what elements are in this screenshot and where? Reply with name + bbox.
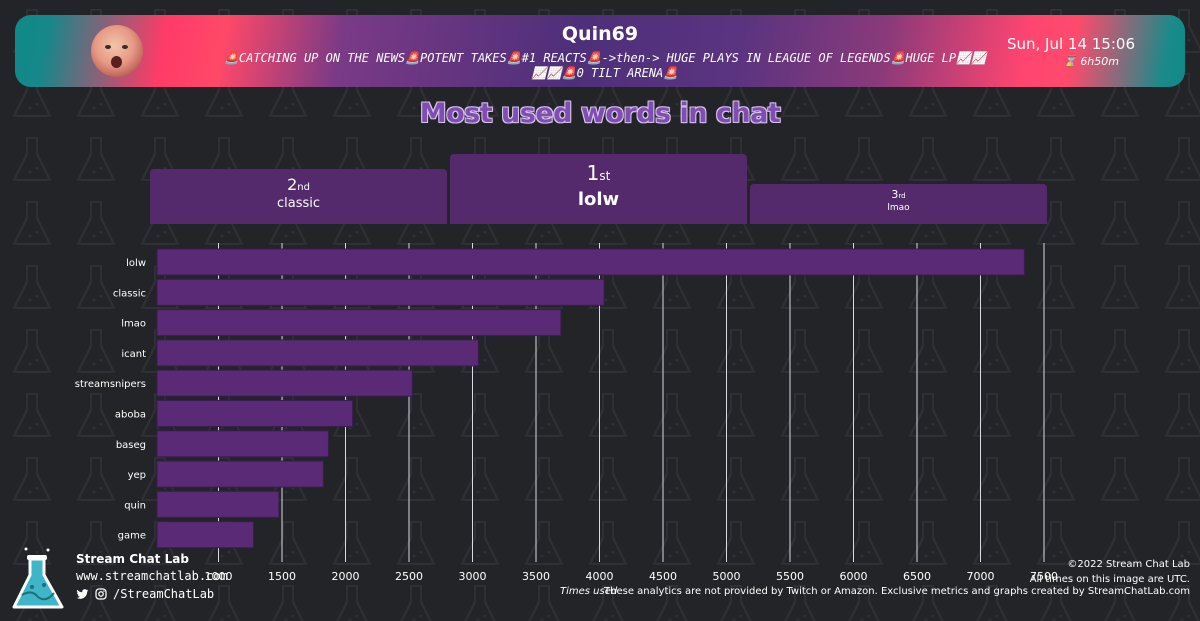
bar (156, 490, 280, 518)
podium-first-word: lolw (577, 189, 620, 210)
y-tick-label: classic (113, 288, 146, 299)
x-tick-label: 6500 (903, 570, 931, 583)
podium-second-word: classic (276, 196, 321, 211)
podium-third: 3rd lmao (750, 184, 1047, 224)
x-tick-label: 4000 (586, 570, 614, 583)
y-tick-label: yep (128, 470, 146, 481)
bar (156, 430, 329, 458)
podium-first-rank: 1 (586, 161, 600, 185)
podium-first-suffix: st (599, 169, 611, 183)
y-tick-label: quin (124, 500, 146, 511)
y-tick-label: lmao (121, 319, 146, 330)
stream-chat-lab-logo-icon (12, 547, 64, 609)
x-tick-label: 7000 (967, 570, 995, 583)
x-tick-label: 3000 (459, 570, 487, 583)
duration-value: 6h50m (1080, 55, 1119, 68)
hourglass-icon: ⌛ (1063, 55, 1077, 68)
x-tick-label: 2500 (395, 570, 423, 583)
brand-url: www.streamchatlab.com (76, 569, 228, 583)
bar (156, 521, 255, 549)
bar (156, 339, 479, 367)
y-tick-label: baseg (116, 440, 146, 451)
x-tick-label: 7500 (1030, 570, 1058, 583)
instagram-icon (95, 588, 107, 600)
copyright-block: ©2022 Stream Chat Lab All times on this … (1030, 557, 1190, 587)
y-tick-label: lolw (126, 258, 146, 269)
social-handle: /StreamChatLab (113, 587, 215, 601)
y-tick-label: streamsnipers (75, 379, 146, 390)
x-tick-label: 5500 (776, 570, 804, 583)
y-tick-label: game (118, 531, 146, 542)
x-tick-label: 5000 (713, 570, 741, 583)
stream-header: Quin69 🚨CATCHING UP ON THE NEWS🚨POTENT T… (15, 15, 1185, 87)
podium-third-word: lmao (887, 203, 910, 213)
bar (156, 369, 413, 397)
brand-social: /StreamChatLab (76, 587, 214, 601)
chart-title: Most used words in chat (419, 98, 781, 129)
bar (156, 248, 1025, 276)
x-axis-label: Times used (560, 586, 618, 597)
copyright-text: ©2022 Stream Chat Lab (1067, 559, 1190, 570)
y-tick-label: aboba (115, 410, 146, 421)
disclaimer-text: These analytics are not provided by Twit… (604, 586, 1190, 597)
podium-second: 2nd classic (150, 169, 447, 224)
x-tick-label: 1000 (205, 570, 233, 583)
bar (156, 278, 605, 306)
podium-third-suffix: rd (898, 192, 906, 200)
timezone-note: All times on this image are UTC. (1029, 574, 1190, 585)
podium-second-rank: 2 (287, 175, 298, 194)
podium-first: 1st lolw (450, 154, 747, 224)
bar (156, 400, 354, 427)
brand-name: Stream Chat Lab (76, 552, 189, 566)
podium-third-rank: 3 (891, 188, 899, 201)
podium-second-suffix: nd (297, 182, 310, 193)
twitter-icon (76, 588, 89, 599)
stream-duration: ⌛ 6h50m (1063, 55, 1119, 68)
x-tick-label: 4500 (649, 570, 677, 583)
bar (156, 460, 324, 488)
stream-datetime: Sun, Jul 14 15:06 (1006, 35, 1135, 53)
x-tick-label: 2000 (332, 570, 360, 583)
channel-name: Quin69 (561, 23, 639, 45)
y-tick-label: icant (121, 349, 146, 360)
bar (156, 309, 562, 337)
x-tick-label: 3500 (522, 570, 550, 583)
x-tick-label: 1500 (268, 570, 296, 583)
stream-title: 🚨CATCHING UP ON THE NEWS🚨POTENT TAKES🚨#1… (223, 51, 987, 80)
x-tick-label: 6000 (840, 570, 868, 583)
streamer-avatar (91, 25, 143, 77)
